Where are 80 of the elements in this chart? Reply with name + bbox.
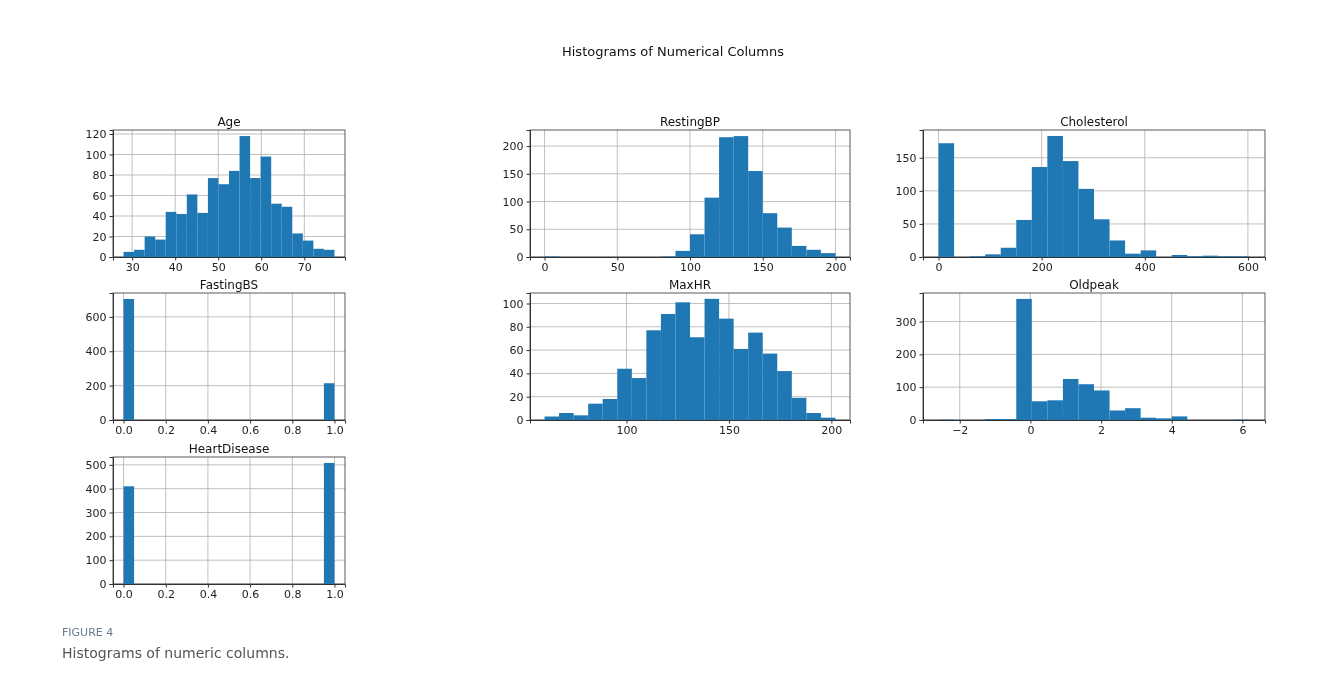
y-tick-label: 200: [895, 348, 917, 362]
x-tick-label: 200: [825, 261, 847, 275]
x-tick-label: 0.2: [157, 424, 175, 438]
x-tick-label: 60: [254, 261, 269, 275]
x-tick-label: 0.6: [241, 424, 260, 438]
x-tick-label: 4: [1168, 424, 1176, 438]
x-tick-label: 400: [1134, 261, 1156, 275]
caption: FIGURE 4: [62, 626, 114, 639]
x-tick-label: 150: [718, 424, 740, 438]
y-tick-label: 100: [502, 297, 524, 311]
x-tick-label: 0.4: [199, 424, 218, 438]
chart-title: Oldpeak: [1069, 278, 1119, 292]
x-tick-label: 0.8: [284, 424, 302, 438]
x-tick-label: 600: [1237, 261, 1259, 275]
x-tick-label: 100: [616, 424, 638, 438]
x-tick-label: 30: [125, 261, 140, 275]
x-tick-label: 6: [1239, 424, 1247, 438]
chart-title: HeartDisease: [188, 442, 270, 456]
x-tick-label: 50: [211, 261, 226, 275]
x-tick-label: 0: [541, 261, 549, 275]
chart-title: FastingBS: [199, 278, 259, 292]
y-tick-label: 120: [85, 128, 107, 142]
y-tick-label: 60: [92, 189, 107, 203]
x-tick-label: 150: [752, 261, 774, 275]
y-tick-label: 0: [99, 414, 107, 428]
x-tick-label: 1.0: [326, 588, 344, 602]
y-tick-label: 20: [92, 230, 107, 244]
y-tick-label: 150: [502, 167, 524, 181]
y-tick-label: 600: [85, 310, 107, 324]
y-tick-label: 0: [99, 578, 107, 592]
y-tick-label: 400: [85, 345, 107, 359]
chart-title: MaxHR: [668, 278, 712, 292]
x-tick-label: 0.0: [115, 424, 133, 438]
y-tick-label: 300: [85, 506, 107, 520]
y-tick-label: 100: [895, 184, 917, 198]
x-tick-label: 70: [297, 261, 312, 275]
y-tick-label: 200: [502, 140, 524, 154]
x-tick-label: 200: [1031, 261, 1053, 275]
y-tick-label: 100: [85, 148, 107, 162]
y-tick-label: 0: [909, 414, 917, 428]
x-tick-label: 0.6: [241, 588, 260, 602]
x-tick-label: 200: [821, 424, 843, 438]
x-tick-label: 0.2: [157, 588, 175, 602]
y-tick-label: 200: [85, 379, 107, 393]
y-tick-label: 200: [85, 530, 107, 544]
chart-title: Age: [217, 115, 241, 129]
x-tick-label: 1.0: [326, 424, 344, 438]
x-tick-label: 0.0: [115, 588, 133, 602]
x-tick-label: 40: [168, 261, 183, 275]
y-tick-label: 0: [516, 414, 524, 428]
x-tick-label: 100: [680, 261, 701, 275]
text: Histograms of numeric columns.: [62, 645, 290, 661]
y-tick-label: 500: [85, 458, 107, 472]
y-tick-label: 150: [895, 151, 917, 165]
y-tick-label: 100: [85, 554, 107, 568]
y-tick-label: 50: [509, 223, 524, 237]
y-tick-label: 80: [92, 169, 107, 183]
x-tick-label: 0: [1027, 424, 1035, 438]
y-tick-label: 50: [902, 217, 917, 231]
y-tick-label: 0: [909, 251, 917, 265]
y-tick-label: 40: [92, 210, 107, 224]
text: Histograms of Numerical Columns: [561, 44, 785, 59]
y-tick-label: 100: [895, 381, 917, 395]
y-tick-label: 300: [895, 315, 917, 329]
chart-title: RestingBP: [659, 115, 721, 129]
y-tick-label: 0: [516, 251, 524, 265]
y-tick-label: 0: [99, 251, 107, 265]
x-tick-label: 0.8: [284, 588, 302, 602]
x-tick-label: −2: [952, 424, 969, 438]
y-tick-label: 100: [502, 195, 524, 209]
chart-title: Cholesterol: [1060, 115, 1128, 129]
x-tick-label: 0: [935, 261, 943, 275]
x-tick-label: 2: [1098, 424, 1106, 438]
y-tick-label: 400: [85, 482, 107, 496]
x-tick-label: 50: [610, 261, 625, 275]
x-tick-label: 0.4: [199, 588, 218, 602]
y-tick-label: 20: [509, 390, 524, 404]
y-tick-label: 40: [509, 367, 524, 381]
y-tick-label: 80: [509, 320, 524, 334]
y-tick-label: 60: [509, 344, 524, 358]
